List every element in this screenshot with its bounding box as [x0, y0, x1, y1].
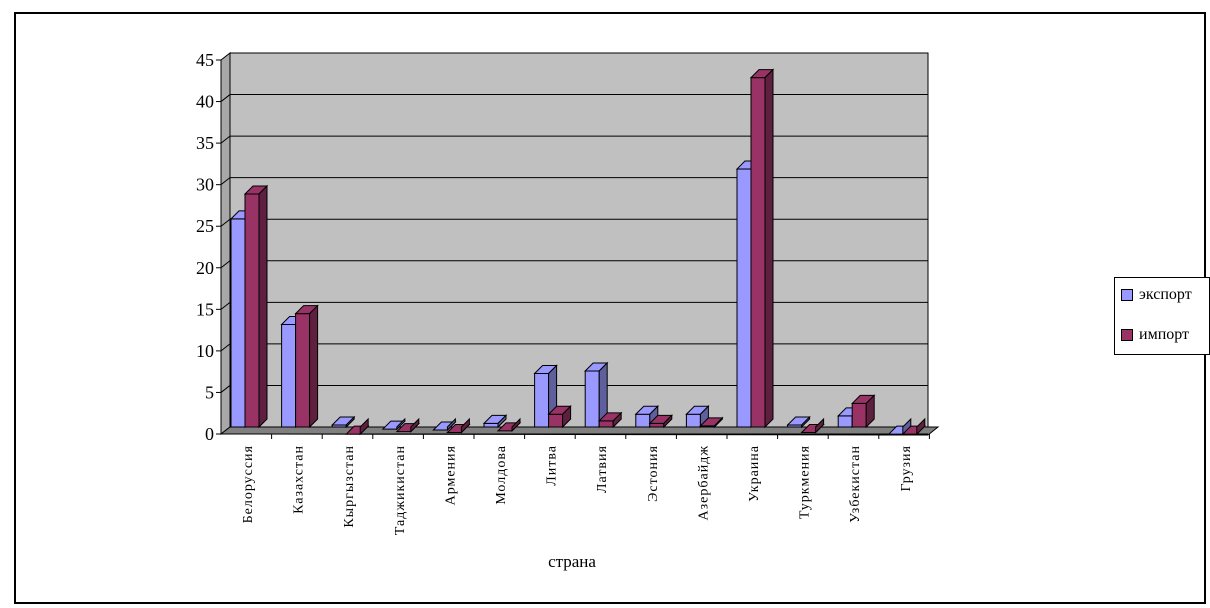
bar-side: [258, 184, 268, 429]
bar-export: [583, 361, 609, 429]
bar-front: [598, 420, 614, 428]
bar-export: [381, 417, 407, 431]
bar-side: [511, 417, 521, 433]
gridline-side: [220, 385, 231, 393]
bar-side: [916, 417, 926, 436]
bar-front: [837, 415, 853, 428]
bar-side: [663, 414, 673, 429]
bar-side: [612, 411, 622, 429]
side-wall: [220, 51, 231, 436]
bar-side: [764, 68, 774, 429]
bar-side: [359, 417, 369, 436]
bar-import: [800, 417, 825, 434]
gridline-side: [220, 301, 231, 310]
bar-front: [851, 402, 867, 428]
category-label: Таджикистан: [393, 445, 408, 535]
bar-import: [446, 417, 471, 434]
category-label: Молдова: [494, 445, 509, 505]
legend-swatch-import: [1121, 329, 1133, 341]
category-label: Литва: [545, 445, 560, 486]
bar-side: [801, 415, 811, 429]
y-tick-label: 45: [196, 50, 214, 70]
bar-export: [330, 415, 356, 429]
gridline-side: [220, 135, 231, 144]
y-tick-label: 25: [196, 216, 214, 236]
bar-import: [850, 394, 876, 429]
bar-import: [901, 417, 927, 436]
gridline-side: [220, 260, 231, 269]
category-label: Кыргызстан: [342, 445, 357, 528]
back-wall: [229, 52, 929, 428]
category-label: Армения: [443, 445, 458, 505]
bar-side: [410, 417, 420, 433]
bar-side: [309, 304, 319, 429]
category-label: Казахстан: [292, 445, 307, 514]
category-label: Украина: [747, 445, 762, 502]
category-label: Грузия: [899, 445, 914, 492]
legend-item-import: импорт: [1121, 326, 1189, 344]
bar-front: [548, 413, 564, 428]
gridline-side: [220, 94, 231, 102]
y-tick-label: 0: [205, 424, 214, 444]
bar-import: [749, 68, 775, 429]
legend: экспорт импорт: [1114, 277, 1210, 355]
y-tick-label: 15: [196, 299, 214, 319]
category-label: Эстония: [646, 445, 661, 502]
bar-front: [584, 370, 600, 428]
bar-import: [547, 405, 572, 429]
bar-import: [496, 417, 522, 433]
y-tick-label: 5: [205, 382, 214, 402]
bar-side: [815, 417, 825, 434]
bar-front: [736, 168, 752, 428]
legend-label-import: импорт: [1139, 326, 1190, 343]
bar-export: [482, 414, 508, 429]
bar-side: [865, 394, 875, 429]
y-tick-label: 35: [196, 133, 214, 153]
bar-front: [534, 372, 550, 428]
bar-import: [648, 414, 674, 429]
bar-import: [699, 416, 724, 429]
bar-side: [460, 417, 470, 434]
bar-front: [750, 77, 766, 428]
gridline-side: [220, 218, 231, 227]
bar-side: [396, 417, 406, 431]
bar-front: [649, 422, 665, 428]
y-tick-label: 10: [196, 341, 214, 361]
bar-import: [395, 417, 421, 433]
gridline-side: [220, 343, 231, 352]
category-label: Азербайдж: [696, 445, 711, 520]
bar-import: [243, 184, 269, 429]
legend-label-export: экспорт: [1139, 286, 1192, 303]
legend-item-export: экспорт: [1121, 286, 1192, 304]
bar-import: [344, 417, 370, 436]
category-label: Белоруссия: [241, 445, 256, 523]
category-label: Туркмения: [798, 445, 813, 519]
y-tick-label: 20: [196, 258, 214, 278]
legend-swatch-export: [1121, 289, 1133, 301]
bar-export: [685, 405, 710, 429]
bar-export: [786, 415, 811, 429]
category-label: Латвия: [595, 445, 610, 493]
bar-side: [345, 415, 355, 429]
bar-side: [713, 416, 723, 429]
bar-export: [432, 417, 457, 432]
bar-side: [497, 414, 507, 429]
y-tick-label: 30: [196, 175, 214, 195]
bar-front: [281, 323, 297, 428]
bar-front: [230, 218, 246, 428]
bar-import: [597, 411, 623, 429]
bar-import: [294, 304, 319, 429]
bar-side: [562, 405, 572, 429]
bar-side: [446, 417, 456, 432]
y-tick-label: 40: [196, 92, 214, 112]
gridline-side: [220, 177, 231, 186]
bar-front: [685, 413, 701, 428]
bar-front: [635, 413, 651, 428]
bar-front: [295, 313, 311, 428]
category-label: Узбекистан: [848, 445, 863, 523]
bar-front: [244, 193, 260, 428]
bar-front: [483, 422, 499, 428]
x-axis-label: страна: [548, 552, 596, 571]
